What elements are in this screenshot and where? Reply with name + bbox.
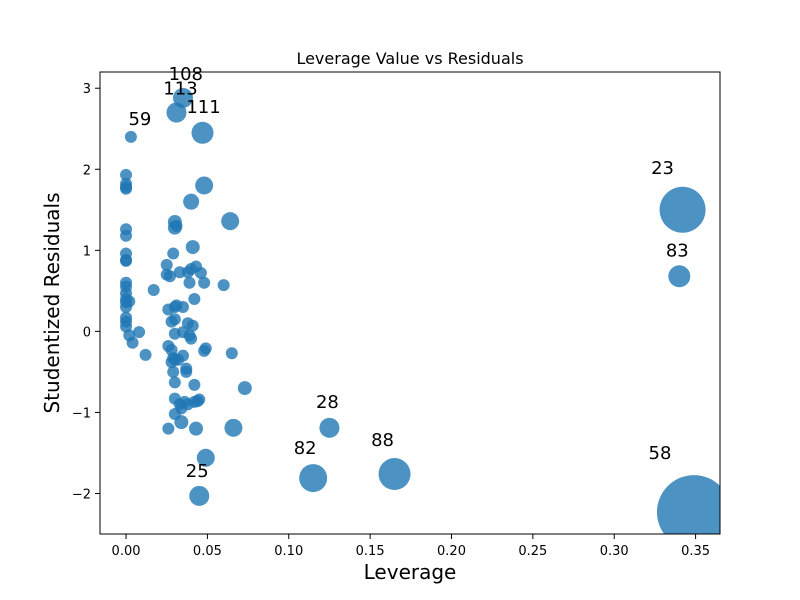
data-point (193, 393, 206, 406)
data-point (224, 418, 243, 437)
y-tick-label: −1 (72, 406, 91, 421)
data-point (168, 376, 181, 389)
y-tick-label: 0 (83, 325, 91, 340)
point-annotation: 111 (186, 97, 220, 118)
y-tick-label: 1 (83, 244, 91, 259)
data-point (120, 182, 133, 195)
x-tick-label: 0.20 (437, 544, 466, 559)
data-point (198, 276, 211, 289)
x-tick-label: 0.30 (600, 544, 629, 559)
data-point (194, 267, 207, 280)
data-point (185, 240, 200, 255)
data-point (124, 130, 137, 143)
y-axis-label: Studentized Residuals (40, 192, 64, 413)
point-annotation: 82 (294, 438, 317, 459)
point-annotation: 28 (316, 392, 339, 413)
data-point (133, 326, 146, 339)
data-point (659, 186, 706, 233)
y-tick-label: 2 (83, 163, 91, 178)
point-annotation: 83 (666, 240, 689, 261)
data-point (217, 279, 230, 292)
data-point (172, 87, 193, 108)
data-point (237, 381, 252, 396)
data-point (168, 313, 181, 326)
x-tick-label: 0.25 (518, 544, 547, 559)
data-point (656, 475, 720, 534)
point-annotation: 113 (163, 79, 197, 100)
data-point (120, 254, 133, 267)
x-tick-label: 0.05 (193, 544, 222, 559)
data-point (189, 421, 204, 436)
data-point (176, 301, 189, 314)
plot-frame (99, 71, 721, 535)
data-point (167, 247, 180, 260)
data-point (185, 332, 198, 345)
data-point (189, 485, 210, 506)
y-axis-ticks: −2 −1 0 1 2 3 (72, 82, 100, 502)
data-point (191, 121, 214, 144)
data-point (167, 365, 180, 378)
data-point (188, 292, 201, 305)
data-point (378, 458, 411, 491)
data-point (188, 378, 201, 391)
data-point (120, 229, 133, 242)
data-point (186, 319, 199, 332)
point-annotation: 88 (371, 430, 394, 451)
point-annotation: 108 (169, 64, 203, 85)
point-annotation: 59 (128, 109, 151, 130)
x-tick-label: 0.00 (112, 544, 141, 559)
data-point (225, 347, 238, 360)
data-point (668, 265, 691, 288)
y-tick-label: −2 (72, 487, 91, 502)
data-point (180, 362, 193, 375)
y-tick-label: 3 (83, 82, 91, 97)
data-point (183, 276, 196, 289)
data-point (174, 415, 189, 430)
data-point (176, 349, 189, 362)
data-point (199, 342, 212, 355)
points-layer (120, 87, 720, 534)
x-tick-label: 0.10 (274, 544, 303, 559)
data-point (139, 348, 152, 361)
chart-title: Leverage Value vs Residuals (296, 49, 523, 68)
data-point (160, 258, 173, 271)
x-axis-label: Leverage (364, 560, 457, 584)
x-tick-label: 0.35 (681, 544, 710, 559)
data-point (170, 220, 183, 232)
data-point (162, 422, 175, 435)
x-tick-label: 0.15 (356, 544, 385, 559)
data-point (196, 448, 215, 467)
data-point (163, 270, 176, 283)
data-point (195, 176, 214, 195)
data-point (123, 295, 136, 308)
point-annotation: 58 (649, 443, 672, 464)
data-point (299, 464, 328, 493)
point-annotation: 23 (651, 158, 674, 179)
data-point (147, 284, 160, 297)
data-point (126, 336, 139, 349)
point-annotation: 25 (186, 461, 209, 482)
data-point (120, 168, 133, 181)
data-point (183, 193, 200, 210)
x-axis-ticks: 0.00 0.05 0.10 0.15 0.20 0.25 0.30 0.35 (112, 534, 710, 559)
data-point (319, 417, 340, 438)
data-point (221, 212, 240, 231)
